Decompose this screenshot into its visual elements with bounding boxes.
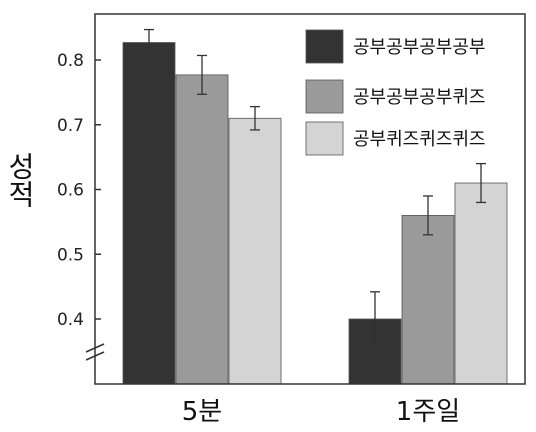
bar [228, 117, 282, 385]
axis-break-mark [85, 343, 105, 361]
y-tick-label: 0.7 [57, 116, 84, 136]
legend-label: 공부퀴즈퀴즈퀴즈 [353, 129, 485, 150]
plot-frame [94, 13, 526, 385]
y-tick-label: 0.8 [57, 51, 84, 71]
bar [175, 74, 229, 385]
y-tick-label: 0.5 [57, 245, 84, 265]
legend-swatch [305, 79, 344, 114]
bar [454, 182, 508, 385]
legend-swatch [305, 29, 344, 64]
legend-swatch [305, 121, 344, 156]
bar [401, 214, 455, 385]
y-axis-label: 성적 [4, 152, 37, 208]
y-tick-label: 0.6 [57, 181, 84, 201]
x-category-label: 1주일 [396, 397, 460, 427]
legend-label: 공부공부공부퀴즈 [353, 87, 485, 108]
x-category-label: 5분 [182, 397, 222, 427]
bar [122, 42, 176, 385]
legend-label: 공부공부공부공부 [353, 37, 485, 58]
y-tick-label: 0.4 [57, 310, 84, 330]
